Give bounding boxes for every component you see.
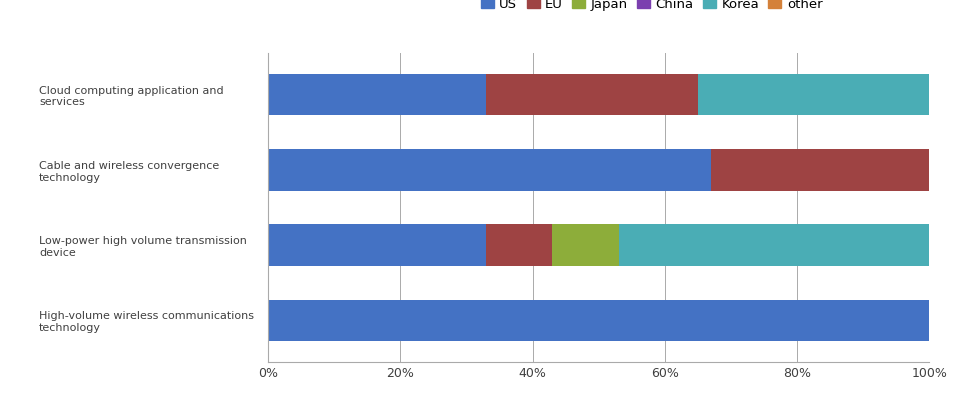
Bar [487,74,697,115]
Bar [487,224,553,266]
Bar [268,74,487,115]
Bar [619,224,929,266]
Bar [711,149,929,191]
Bar [268,149,711,191]
Bar [553,224,619,266]
Bar [268,300,929,341]
Legend: US, EU, Japan, China, Korea, other: US, EU, Japan, China, Korea, other [475,0,828,16]
Bar [697,74,929,115]
Bar [268,224,487,266]
